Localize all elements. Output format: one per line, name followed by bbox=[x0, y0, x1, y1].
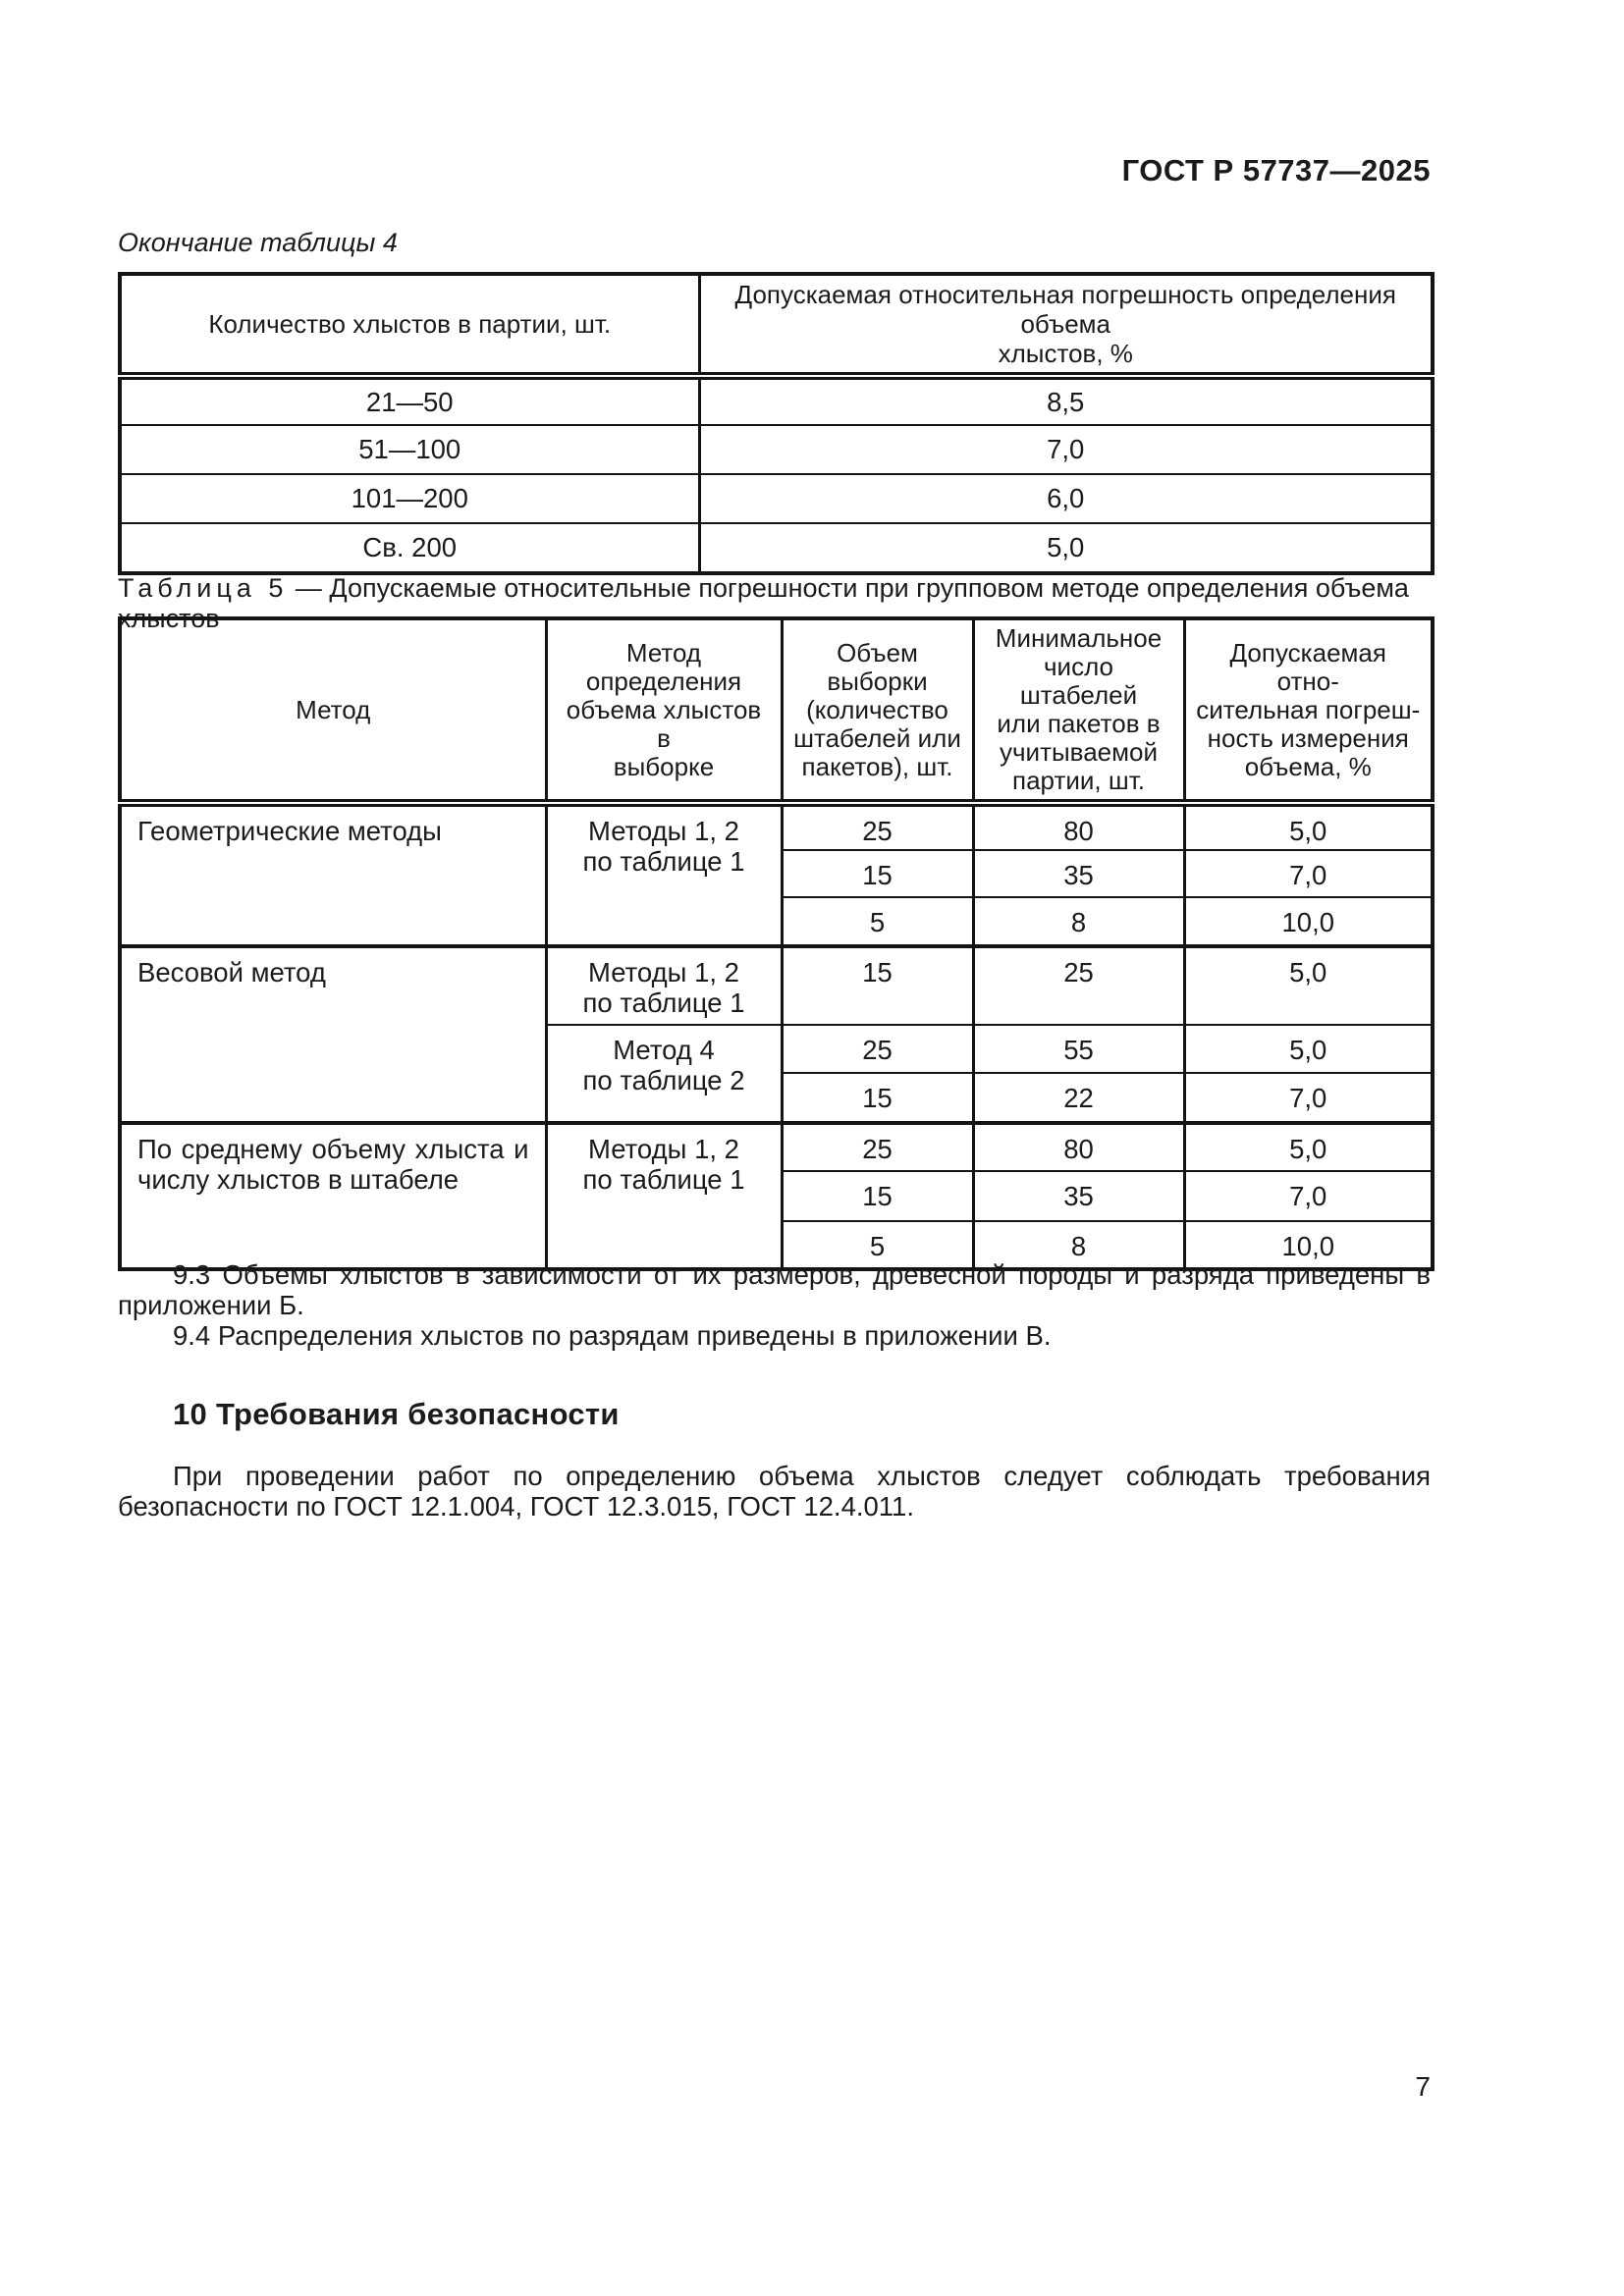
method-cell: Весовой метод bbox=[118, 944, 548, 1124]
method-cell: По среднему объему хлыста и числу хлысто… bbox=[118, 1121, 548, 1270]
table5: Метод Метод определения объема хлыстов в… bbox=[118, 616, 1435, 1271]
table-row: 15 35 7,0 bbox=[120, 849, 1435, 898]
table-cell: Св. 200 bbox=[118, 522, 701, 574]
table-cell: 35 bbox=[971, 849, 1186, 898]
table-row: По среднему объему хлыста и числу хлысто… bbox=[118, 1121, 1435, 1270]
table-cell: 22 bbox=[971, 1072, 1186, 1124]
paragraph-section-10: При проведении работ по определению объе… bbox=[118, 1461, 1431, 1522]
table-cell: 5,0 bbox=[697, 522, 1435, 574]
table-cell: 7,0 bbox=[697, 424, 1435, 475]
table5-caption-label: Таблица 5 bbox=[118, 573, 289, 603]
table-cell: 25 bbox=[780, 802, 975, 851]
table5-header-determination: Метод определения объема хлыстов в выбор… bbox=[544, 617, 784, 807]
table-cell: 80 bbox=[971, 1121, 1186, 1172]
table-header-row: Количество хлыстов в партии, шт. Допуска… bbox=[118, 273, 1435, 380]
table5-caption-text: — Допускаемые относительные погрешности … bbox=[118, 573, 1409, 633]
table-cell: 15 bbox=[780, 1072, 975, 1124]
table-cell: 5,0 bbox=[1182, 1024, 1435, 1074]
table5-header-method: Метод bbox=[118, 617, 548, 807]
table5-header-allowed-error: Допускаемая отно- сительная погреш- ност… bbox=[1182, 617, 1435, 807]
table-cell: 55 bbox=[971, 1024, 1186, 1074]
paragraph-9-4: 9.4 Распределения хлыстов по разрядам пр… bbox=[173, 1320, 1052, 1351]
table-cell: 7,0 bbox=[1182, 1072, 1435, 1124]
table-cell: 25 bbox=[971, 944, 1186, 1026]
table-row: Св. 200 5,0 bbox=[118, 522, 1435, 574]
method-cell: Геометрические методы bbox=[118, 802, 548, 947]
table5-header-min-stacks: Минимальное число штабелей или пакетов в… bbox=[971, 617, 1186, 807]
determination-cell: Методы 1, 2 по таблице 1 bbox=[544, 944, 784, 1026]
table-cell: 5,0 bbox=[1182, 802, 1435, 851]
table-cell: 7,0 bbox=[1182, 849, 1435, 898]
page-number: 7 bbox=[1415, 2071, 1431, 2102]
table-row: 51—100 7,0 bbox=[118, 424, 1435, 475]
table5-header-sample-volume: Объем выборки (количество штабелей или п… bbox=[780, 617, 975, 807]
table-cell: 15 bbox=[780, 944, 975, 1026]
table-row: 5 8 10,0 bbox=[120, 896, 1435, 947]
table-header-row: Метод Метод определения объема хлыстов в… bbox=[118, 617, 1435, 807]
table-cell: 21—50 bbox=[118, 375, 701, 426]
table-row: Весовой метод Методы 1, 2 по таблице 1 1… bbox=[118, 944, 1435, 1124]
table-row: 15 22 7,0 bbox=[120, 1072, 1435, 1124]
table-cell: 80 bbox=[971, 802, 1186, 851]
table-row: Метод 4 по таблице 2 25 55 5,0 bbox=[120, 1024, 1435, 1124]
table-cell: 5,0 bbox=[1182, 1121, 1435, 1172]
table5-caption: Таблица 5 — Допускаемые относительные по… bbox=[118, 573, 1431, 634]
table-cell: 15 bbox=[780, 849, 975, 898]
table-cell: 7,0 bbox=[1182, 1170, 1435, 1222]
table-cell: 15 bbox=[780, 1170, 975, 1222]
table-cell: 8,5 bbox=[697, 375, 1435, 426]
table4-continuation-caption: Окончание таблицы 4 bbox=[118, 228, 398, 257]
table-cell: 10,0 bbox=[1182, 1220, 1435, 1270]
table-cell: 5 bbox=[780, 1220, 975, 1270]
table-cell: 6,0 bbox=[697, 473, 1435, 524]
table-row: 21—50 8,5 bbox=[118, 375, 1435, 426]
table4-header-error: Допускаемая относительная погрешность оп… bbox=[697, 273, 1435, 380]
table-cell: 25 bbox=[780, 1024, 975, 1074]
determination-cell: Методы 1, 2 по таблице 1 bbox=[544, 802, 784, 947]
table-row: 15 35 7,0 bbox=[120, 1170, 1435, 1222]
table-cell: 8 bbox=[971, 1220, 1186, 1270]
determination-cell: Метод 4 по таблице 2 bbox=[544, 1024, 784, 1124]
section-10-heading: 10 Требования безопасности bbox=[173, 1397, 620, 1431]
table-cell: 10,0 bbox=[1182, 896, 1435, 947]
standard-designation: ГОСТ Р 57737—2025 bbox=[1121, 153, 1431, 187]
paragraph-9-3: 9.3 Объемы хлыстов в зависимости от их р… bbox=[118, 1259, 1431, 1320]
table4: Количество хлыстов в партии, шт. Допуска… bbox=[118, 272, 1435, 575]
determination-cell: Методы 1, 2 по таблице 1 bbox=[544, 1121, 784, 1270]
table-row: Геометрические методы Методы 1, 2 по таб… bbox=[118, 802, 1435, 947]
table-cell: 8 bbox=[971, 896, 1186, 947]
table-cell: 5 bbox=[780, 896, 975, 947]
table-cell: 5,0 bbox=[1182, 944, 1435, 1026]
table4-header-quantity: Количество хлыстов в партии, шт. bbox=[118, 273, 701, 380]
table-cell: 35 bbox=[971, 1170, 1186, 1222]
table-cell: 25 bbox=[780, 1121, 975, 1172]
table-cell: 101—200 bbox=[118, 473, 701, 524]
table-cell: 51—100 bbox=[118, 424, 701, 475]
table-row: 5 8 10,0 bbox=[120, 1220, 1435, 1270]
table-row: 101—200 6,0 bbox=[118, 473, 1435, 524]
